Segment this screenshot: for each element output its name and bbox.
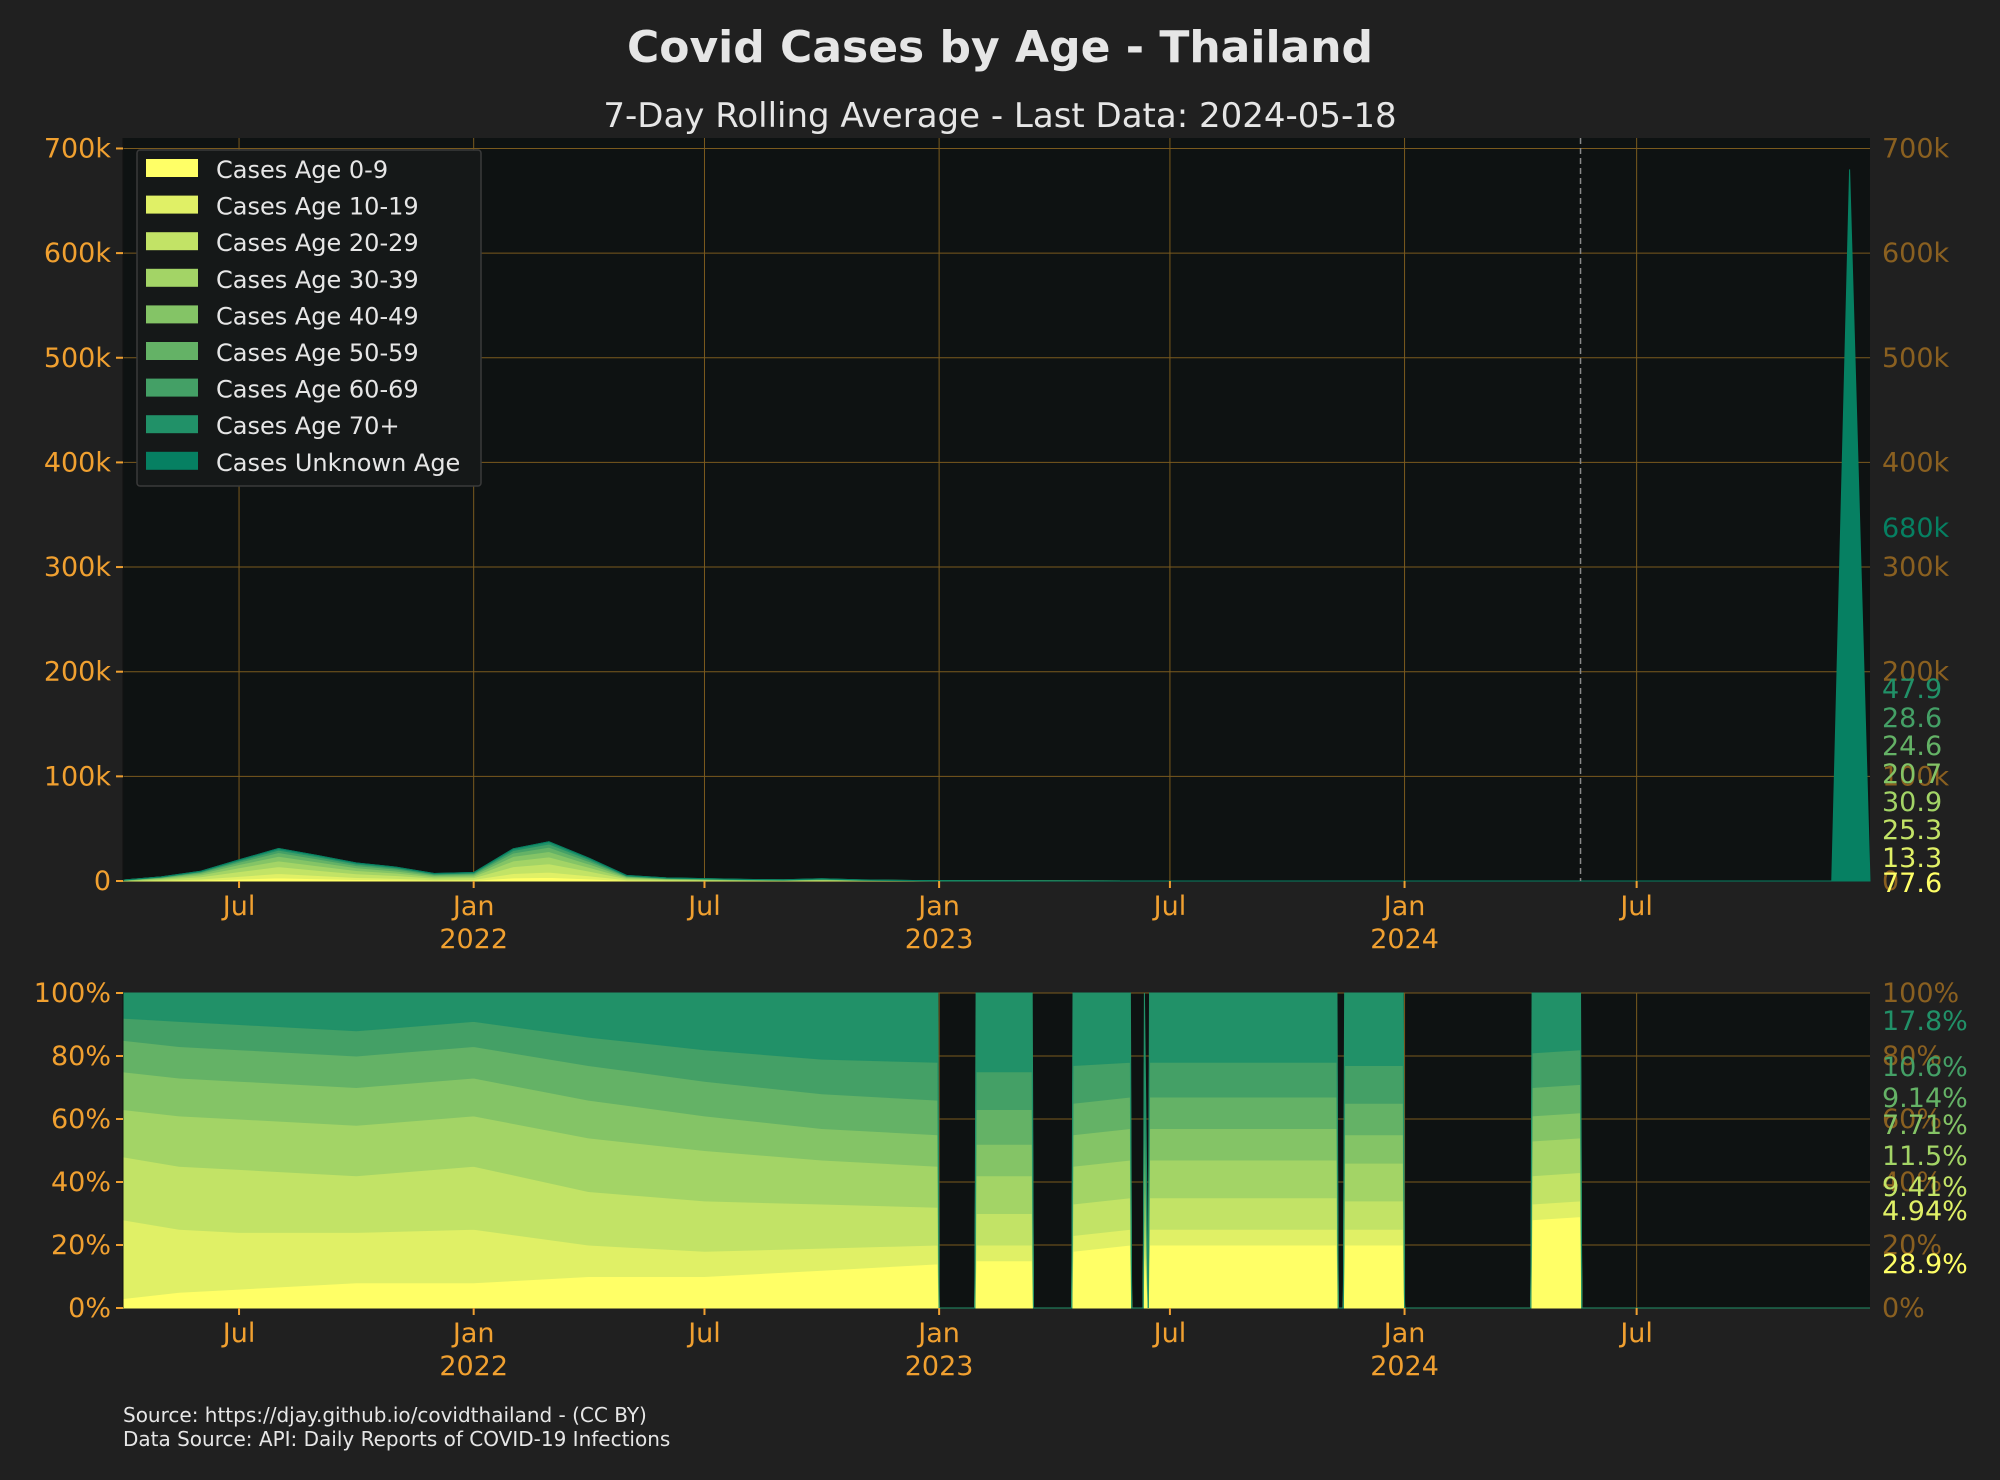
legend-label-0: Cases Age 0-9 bbox=[216, 156, 388, 184]
legend-label-1: Cases Age 10-19 bbox=[216, 193, 419, 221]
top-right-label-6: 28.6 bbox=[1882, 703, 1942, 734]
legend-box bbox=[136, 149, 482, 487]
bottom-xtick-label-4: Jul bbox=[1152, 1318, 1187, 1349]
bottom-right-label-0: 28.9% bbox=[1882, 1249, 1968, 1280]
legend-swatch-5 bbox=[146, 342, 198, 360]
legend-swatch-2 bbox=[146, 232, 198, 251]
legend-swatch-6 bbox=[146, 378, 198, 397]
top-ytick-right-label-1: 100k bbox=[1882, 761, 1950, 792]
legend-swatch-8 bbox=[146, 451, 198, 470]
top-ytick-label-7: 700k bbox=[44, 133, 112, 164]
bottom-area-7 bbox=[122, 992, 1870, 1309]
bottom-right-label-5: 9.14% bbox=[1882, 1083, 1968, 1114]
top-xtick-year-1: 2022 bbox=[439, 924, 508, 955]
bottom-xtick-label-5: Jan bbox=[1382, 1318, 1426, 1349]
bottom-xtick-label-1: Jan bbox=[451, 1318, 495, 1349]
legend-swatch-7 bbox=[146, 415, 198, 434]
top-ytick-right-label-3: 300k bbox=[1882, 552, 1950, 583]
bottom-right-label-3: 11.5% bbox=[1882, 1141, 1968, 1172]
legend-label-8: Cases Unknown Age bbox=[216, 449, 460, 477]
top-right-label-0: 77.6 bbox=[1882, 868, 1942, 899]
top-right-label-2: 25.3 bbox=[1882, 815, 1942, 846]
chart-title: Covid Cases by Age - Thailand bbox=[626, 22, 1374, 73]
top-right-label-5: 24.6 bbox=[1882, 731, 1942, 762]
top-xtick-label-0: Jul bbox=[221, 891, 256, 922]
top-xtick-year-3: 2023 bbox=[905, 924, 974, 955]
bottom-ytick-right-label-5: 100% bbox=[1882, 978, 1959, 1009]
bottom-xtick-year-5: 2024 bbox=[1370, 1351, 1439, 1382]
legend-label-3: Cases Age 30-39 bbox=[216, 266, 419, 294]
top-xtick-label-1: Jan bbox=[451, 891, 495, 922]
top-ytick-right-label-5: 500k bbox=[1882, 343, 1950, 374]
top-ytick-label-5: 500k bbox=[44, 343, 112, 374]
legend-label-2: Cases Age 20-29 bbox=[216, 229, 419, 257]
bottom-ytick-right-label-0: 0% bbox=[1882, 1293, 1925, 1324]
bottom-ytick-label-5: 100% bbox=[34, 978, 111, 1009]
bottom-ytick-right-label-4: 80% bbox=[1882, 1041, 1942, 1072]
top-ytick-label-6: 600k bbox=[44, 238, 112, 269]
legend: Cases Age 0-9 Cases Age 10-19 Cases Age 20… bbox=[136, 149, 482, 487]
source-line-2: Data Source: API: Daily Reports of COVID… bbox=[123, 1427, 671, 1451]
top-xtick-label-2: Jul bbox=[686, 891, 721, 922]
top-xtick-label-3: Jan bbox=[916, 891, 960, 922]
chart-subtitle: 7-Day Rolling Average - Last Data: 2024-… bbox=[603, 96, 1397, 136]
bottom-ytick-label-3: 60% bbox=[51, 1104, 111, 1135]
legend-swatch-1 bbox=[146, 195, 198, 214]
bottom-ytick-right-label-2: 40% bbox=[1882, 1167, 1942, 1198]
bottom-ytick-right-label-3: 60% bbox=[1882, 1104, 1942, 1135]
top-area-8 bbox=[122, 169, 1871, 882]
top-ytick-label-0: 0 bbox=[94, 866, 111, 897]
top-xtick-year-5: 2024 bbox=[1370, 924, 1439, 955]
legend-label-7: Cases Age 70+ bbox=[216, 412, 400, 440]
top-xtick-label-4: Jul bbox=[1152, 891, 1187, 922]
top-ytick-label-3: 300k bbox=[44, 552, 112, 583]
bottom-ytick-right-label-1: 20% bbox=[1882, 1230, 1942, 1261]
top-ytick-right-label-6: 600k bbox=[1882, 238, 1950, 269]
bottom-right-label-4: 7.71% bbox=[1882, 1110, 1968, 1141]
top-ytick-right-label-7: 700k bbox=[1882, 133, 1950, 164]
bottom-ytick-label-1: 20% bbox=[51, 1230, 111, 1261]
top-right-label-unknown: 680k bbox=[1882, 513, 1950, 544]
bottom-right-label-2: 9.41% bbox=[1882, 1172, 1968, 1203]
top-xtick-label-6: Jul bbox=[1618, 891, 1653, 922]
bottom-xtick-label-2: Jul bbox=[686, 1318, 721, 1349]
top-right-label-4: 20.7 bbox=[1882, 759, 1942, 790]
bottom-ytick-label-2: 40% bbox=[51, 1167, 111, 1198]
top-ytick-right-label-2: 200k bbox=[1882, 657, 1950, 688]
top-ytick-label-1: 100k bbox=[44, 761, 112, 792]
bottom-xtick-year-3: 2023 bbox=[905, 1351, 974, 1382]
bottom-xtick-label-0: Jul bbox=[221, 1318, 256, 1349]
legend-swatch-3 bbox=[146, 268, 198, 287]
top-ytick-label-2: 200k bbox=[44, 657, 112, 688]
legend-label-6: Cases Age 60-69 bbox=[216, 376, 419, 404]
legend-label-4: Cases Age 40-49 bbox=[216, 302, 419, 330]
source-line-1: Source: https://djay.github.io/covidthai… bbox=[123, 1403, 647, 1427]
top-right-label-3: 30.9 bbox=[1882, 787, 1942, 818]
bottom-xtick-label-3: Jan bbox=[916, 1318, 960, 1349]
legend-swatch-4 bbox=[146, 305, 198, 324]
bottom-xtick-year-1: 2022 bbox=[439, 1351, 508, 1382]
legend-swatch-0 bbox=[146, 159, 198, 177]
bottom-right-label-6: 10.6% bbox=[1882, 1052, 1968, 1083]
bottom-ytick-label-0: 0% bbox=[68, 1293, 111, 1324]
top-ytick-label-4: 400k bbox=[44, 447, 112, 478]
top-xtick-label-5: Jan bbox=[1382, 891, 1426, 922]
bottom-xtick-label-6: Jul bbox=[1618, 1318, 1653, 1349]
legend-label-5: Cases Age 50-59 bbox=[216, 339, 419, 367]
top-right-label-1: 13.3 bbox=[1882, 843, 1942, 874]
bottom-ytick-label-4: 80% bbox=[51, 1041, 111, 1072]
top-ytick-right-label-0: 0 bbox=[1882, 866, 1899, 897]
bottom-right-label-7: 17.8% bbox=[1882, 1006, 1968, 1037]
top-ytick-right-label-4: 400k bbox=[1882, 447, 1950, 478]
top-right-label-7: 47.9 bbox=[1882, 674, 1942, 705]
bottom-right-label-1: 4.94% bbox=[1882, 1196, 1968, 1227]
